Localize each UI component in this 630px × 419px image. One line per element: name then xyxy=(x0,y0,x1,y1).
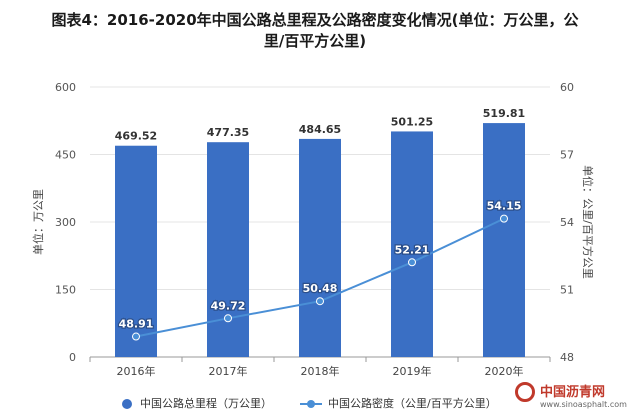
source-logo-icon xyxy=(515,382,535,402)
y-tick-left: 0 xyxy=(69,351,76,364)
line-data-label: 52.21 xyxy=(395,243,430,256)
bar xyxy=(483,123,525,357)
source-watermark: 中国沥青网 www.sinoasphalt.com xyxy=(515,378,627,414)
y-axis-label-left: 单位：万公里 xyxy=(31,189,45,255)
y-tick-right: 48 xyxy=(560,351,574,364)
chart-legend: 中国公路总里程（万公里） 中国公路密度（公里/百平方公里） xyxy=(0,395,630,415)
bar xyxy=(391,131,433,357)
line-point xyxy=(316,297,324,306)
source-name: 中国沥青网 xyxy=(540,385,606,400)
x-tick-label: 2019年 xyxy=(393,364,432,378)
source-url: www.sinoasphalt.com xyxy=(540,400,627,409)
x-tick-label: 2016年 xyxy=(117,364,156,378)
legend-bar-label: 中国公路总里程（万公里） xyxy=(140,397,272,410)
legend-item-bar: 中国公路总里程（万公里） xyxy=(122,395,272,413)
y-tick-left: 450 xyxy=(55,149,76,162)
x-tick-label: 2017年 xyxy=(209,364,248,378)
x-tick-label: 2020年 xyxy=(485,364,524,378)
bar-data-label: 469.52 xyxy=(115,130,157,143)
legend-line-label: 中国公路密度（公里/百平方公里） xyxy=(328,397,497,410)
y-tick-right: 57 xyxy=(560,149,574,162)
chart-title-line1: 图表4：2016-2020年中国公路总里程及公路密度变化情况(单位：万公里，公 xyxy=(51,11,579,29)
line-point xyxy=(224,314,232,323)
chart-title: 图表4：2016-2020年中国公路总里程及公路密度变化情况(单位：万公里，公 … xyxy=(0,10,630,52)
bar-data-label: 501.25 xyxy=(391,115,433,128)
bar xyxy=(299,138,341,357)
bar-data-label: 484.65 xyxy=(299,123,341,136)
y-tick-left: 600 xyxy=(55,81,76,94)
bar-data-label: 477.35 xyxy=(207,126,249,139)
line-point xyxy=(408,258,416,267)
y-tick-right: 51 xyxy=(560,284,574,297)
line-point xyxy=(132,332,140,341)
bar-data-label: 519.81 xyxy=(483,107,525,120)
chart-title-line2: 里/百平方公里) xyxy=(263,32,367,50)
x-tick-label: 2018年 xyxy=(301,364,340,378)
bar xyxy=(207,142,249,357)
line-data-label: 48.91 xyxy=(119,318,154,331)
y-tick-right: 54 xyxy=(560,216,574,229)
legend-line-dot xyxy=(307,400,315,408)
y-tick-left: 150 xyxy=(55,284,76,297)
line-data-label: 54.15 xyxy=(487,200,522,213)
bar xyxy=(115,145,157,357)
y-tick-right: 60 xyxy=(560,81,574,94)
y-axis-label-right: 单位：公里/百平方公里 xyxy=(581,165,595,279)
line-data-label: 49.72 xyxy=(211,299,246,312)
legend-bar-marker xyxy=(122,399,132,409)
y-tick-left: 300 xyxy=(55,216,76,229)
line-data-label: 50.48 xyxy=(303,282,338,295)
legend-item-line: 中国公路密度（公里/百平方公里） xyxy=(300,395,497,413)
line-point xyxy=(500,214,508,223)
